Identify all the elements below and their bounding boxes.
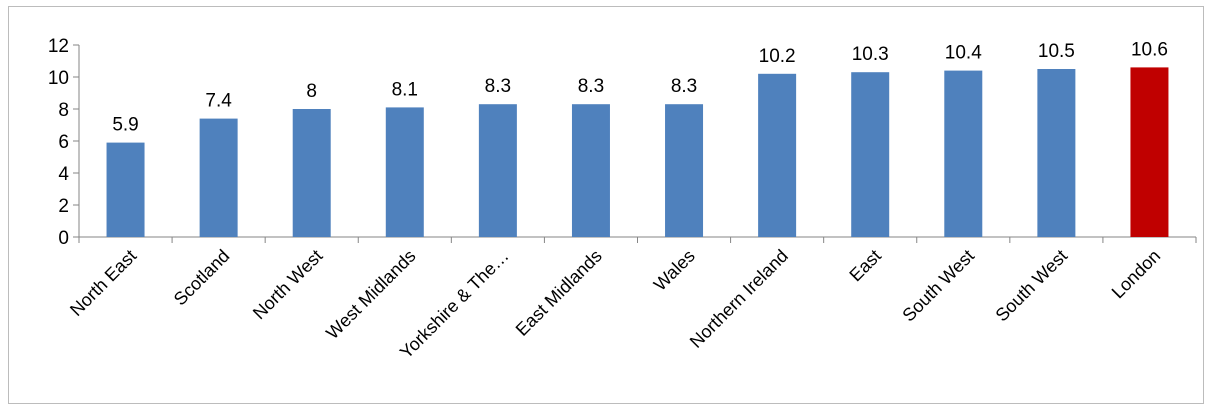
bar-4 bbox=[478, 104, 517, 237]
category-label-10: South West bbox=[991, 246, 1071, 326]
category-label-11: London bbox=[1108, 246, 1165, 303]
y-tick-label: 2 bbox=[58, 196, 69, 217]
bar-8 bbox=[851, 72, 890, 237]
y-tick-label: 4 bbox=[58, 164, 69, 185]
data-label-5: 8.3 bbox=[578, 76, 604, 97]
bar-6 bbox=[665, 104, 704, 237]
category-label-6: Wales bbox=[650, 246, 699, 295]
data-label-4: 8.3 bbox=[485, 76, 511, 97]
data-label-9: 10.4 bbox=[945, 43, 982, 64]
y-tick-label: 10 bbox=[48, 68, 69, 89]
bar-10 bbox=[1037, 69, 1076, 237]
bar-9 bbox=[944, 70, 983, 237]
category-label-0: North East bbox=[66, 246, 140, 320]
y-tick-label: 0 bbox=[58, 228, 69, 249]
bars bbox=[106, 67, 1169, 238]
bar-2 bbox=[292, 109, 331, 237]
y-tick-label: 8 bbox=[58, 100, 69, 121]
y-axis: 0 2 4 6 8 10 12 bbox=[48, 36, 80, 249]
data-label-8: 10.3 bbox=[852, 44, 889, 65]
data-label-11: 10.6 bbox=[1131, 39, 1168, 60]
y-tick-label: 12 bbox=[48, 36, 69, 57]
x-axis bbox=[78, 236, 1197, 243]
category-label-8: East bbox=[845, 246, 885, 286]
bar-11 bbox=[1130, 67, 1169, 238]
category-label-2: North West bbox=[249, 246, 327, 324]
category-label-1: Scotland bbox=[170, 246, 234, 310]
category-label-7: Northern Ireland bbox=[686, 246, 792, 352]
bar-3 bbox=[385, 107, 424, 238]
category-label-3: West Midlands bbox=[322, 246, 419, 343]
category-label-5: East Midlands bbox=[512, 246, 606, 340]
bar-1 bbox=[199, 118, 238, 237]
y-tick-label: 6 bbox=[58, 132, 69, 153]
bar-7 bbox=[758, 73, 797, 237]
data-label-2: 8 bbox=[306, 81, 317, 102]
data-label-7: 10.2 bbox=[759, 46, 796, 67]
data-label-10: 10.5 bbox=[1038, 41, 1075, 62]
bar-0 bbox=[106, 142, 145, 237]
data-label-6: 8.3 bbox=[671, 76, 697, 97]
data-label-3: 8.1 bbox=[392, 79, 418, 100]
category-label-9: South West bbox=[898, 246, 978, 326]
data-labels: 5.9 7.4 8 8.1 8.3 8.3 8.3 10.2 10.3 10.4 10.5 10.6 bbox=[112, 39, 1168, 135]
bar-5 bbox=[571, 104, 610, 237]
data-label-0: 5.9 bbox=[112, 115, 138, 136]
data-label-1: 7.4 bbox=[205, 91, 232, 112]
